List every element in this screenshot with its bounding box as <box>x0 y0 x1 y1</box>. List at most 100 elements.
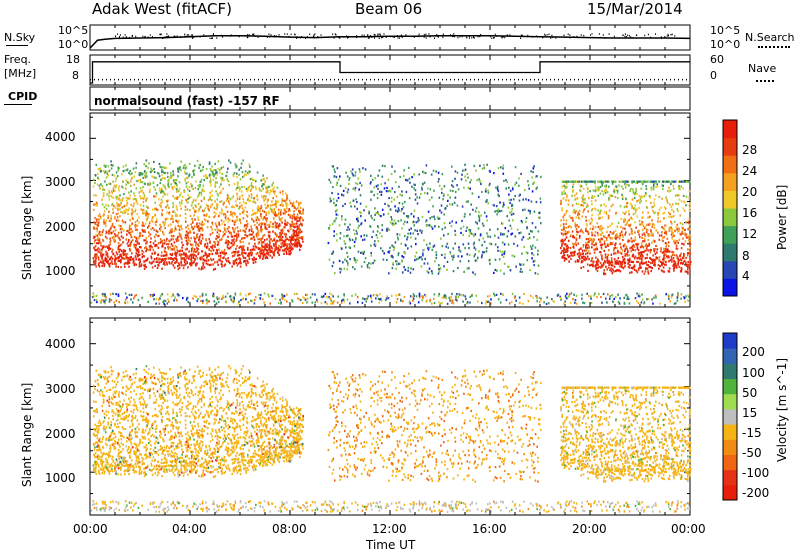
nsky-point <box>473 36 474 38</box>
velocity-cell <box>164 433 166 436</box>
nsky-point <box>142 35 144 38</box>
velocity-cell <box>105 468 108 471</box>
power-cell <box>150 237 152 240</box>
velocity-cell <box>135 459 138 462</box>
power-cell <box>110 167 113 170</box>
power-cell <box>222 256 224 260</box>
power-cell <box>108 210 110 213</box>
velocity-cell <box>101 456 103 459</box>
power-cell <box>170 262 173 265</box>
velocity-cell <box>178 373 181 376</box>
power-cell <box>227 243 230 246</box>
power-cell <box>250 228 253 231</box>
power-cell <box>256 216 259 219</box>
power-cell <box>275 195 278 198</box>
power-cell <box>111 236 114 239</box>
velocity-cell <box>160 461 163 465</box>
velocity-cell <box>213 381 215 384</box>
velocity-cell <box>245 459 247 462</box>
power-cell <box>171 257 174 261</box>
power-cell <box>287 238 290 242</box>
power-cell <box>128 191 130 194</box>
velocity-cell <box>177 373 180 376</box>
power-cell <box>171 235 174 238</box>
power-cell <box>244 202 247 205</box>
power-cell <box>259 256 261 259</box>
velocity-cell <box>172 385 175 388</box>
velocity-cell <box>93 428 96 431</box>
velocity-cell <box>193 379 195 382</box>
velocity-cell <box>155 451 158 454</box>
velocity-cell <box>134 432 137 435</box>
velocity-cell <box>120 460 123 463</box>
velocity-cell <box>114 392 117 395</box>
velocity-cell <box>160 465 163 469</box>
velocity-cell <box>149 427 151 430</box>
power-cell <box>233 231 236 234</box>
power-cell <box>245 264 248 267</box>
velocity-cell <box>257 441 260 444</box>
power-cell <box>215 190 217 193</box>
power-cell <box>101 184 104 188</box>
velocity-cell <box>269 457 271 461</box>
power-colorbar-segment <box>723 260 737 279</box>
power-cell <box>134 171 137 174</box>
power-cell <box>236 204 238 207</box>
velocity-cell <box>180 464 183 467</box>
velocity-cell <box>94 429 97 432</box>
velocity-cell <box>191 424 193 427</box>
velocity-cell <box>208 460 210 463</box>
power-cell <box>223 264 225 267</box>
velocity-cell <box>97 463 100 466</box>
nsky-point <box>624 35 626 38</box>
power-cell <box>149 221 151 224</box>
power-cell <box>234 234 236 237</box>
power-cell <box>276 214 278 217</box>
power-cell <box>200 239 203 242</box>
velocity-cell <box>161 375 163 378</box>
velocity-cell <box>165 446 168 450</box>
velocity-cell <box>279 397 282 400</box>
velocity-cell <box>235 371 238 374</box>
velocity-cell <box>117 375 119 378</box>
xtick-3: 12:00 <box>372 522 407 536</box>
power-cell <box>143 255 145 258</box>
velocity-cell <box>111 379 114 382</box>
nsky-point <box>567 33 569 35</box>
velocity-cell <box>198 392 201 395</box>
velocity-cell <box>190 471 192 474</box>
power-cell <box>235 164 237 167</box>
power-cell <box>145 205 148 208</box>
velocity-cell <box>279 417 282 420</box>
power-cell <box>280 208 282 211</box>
power-cell <box>196 257 199 260</box>
nsky-point <box>257 36 259 38</box>
power-cell <box>167 243 170 246</box>
power-cell <box>263 216 266 219</box>
velocity-cell <box>184 462 187 465</box>
velocity-cell <box>250 461 253 464</box>
power-cell <box>177 265 179 268</box>
power-cell <box>219 200 221 203</box>
nsky-point <box>457 36 459 39</box>
velocity-cell <box>161 395 163 398</box>
power-cell <box>94 239 96 242</box>
power-cell <box>200 233 202 236</box>
power-cell <box>177 250 179 253</box>
power-cell <box>111 262 114 265</box>
power-cell <box>180 254 182 257</box>
velocity-cell <box>289 422 292 425</box>
velocity-cell <box>132 411 135 414</box>
power-cell <box>285 250 288 253</box>
velocity-cell <box>111 470 114 473</box>
velocity-cell <box>135 465 137 468</box>
nsky-point <box>368 37 370 39</box>
velocity-cell <box>127 403 129 407</box>
power-cell <box>145 242 147 245</box>
velocity-cell <box>172 427 174 430</box>
power-cell <box>217 194 219 197</box>
power-cell <box>213 216 215 219</box>
velocity-cell <box>252 466 255 469</box>
nsky-point <box>160 33 162 35</box>
power-cell <box>167 224 170 227</box>
